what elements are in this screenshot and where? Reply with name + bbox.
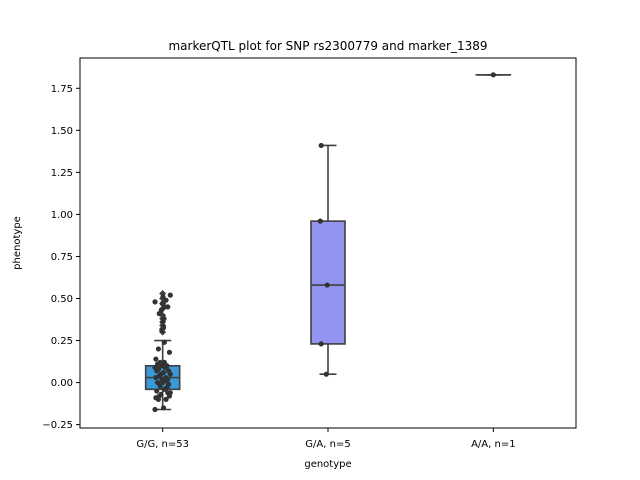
y-axis: −0.25 0.00 0.25 0.50 0.75 1.00 1.25 1.50 1.75 xyxy=(42,84,80,431)
y-tick-label: 1.00 xyxy=(51,210,73,221)
data-point xyxy=(161,339,167,345)
data-point xyxy=(154,379,161,386)
x-tick-label: G/A, n=5 xyxy=(305,439,350,450)
data-point xyxy=(166,381,172,387)
y-tick-label: 0.00 xyxy=(51,378,73,389)
box-group xyxy=(310,144,346,375)
data-point xyxy=(157,359,163,366)
data-point xyxy=(323,371,329,377)
x-axis-label: genotype xyxy=(304,459,351,470)
y-tick-label: 1.75 xyxy=(51,84,73,95)
data-point xyxy=(156,311,162,317)
x-tick-label: G/G, n=53 xyxy=(136,439,189,450)
data-point xyxy=(159,300,165,307)
y-tick-label: 1.25 xyxy=(51,168,73,179)
chart-title: markerQTL plot for SNP rs2300779 and mar… xyxy=(168,39,487,53)
data-point xyxy=(163,396,169,403)
data-point xyxy=(317,218,323,224)
box-body xyxy=(310,220,346,345)
data-point xyxy=(318,142,324,149)
data-point xyxy=(160,324,167,330)
y-tick-label: 0.75 xyxy=(51,252,73,263)
y-tick-label: 0.25 xyxy=(51,336,73,347)
data-point xyxy=(160,369,167,376)
data-point xyxy=(163,374,169,381)
data-point xyxy=(152,299,158,305)
data-point xyxy=(158,391,164,397)
data-point xyxy=(166,368,172,374)
data-point xyxy=(163,297,169,303)
data-point xyxy=(167,292,173,298)
data-points xyxy=(152,72,496,413)
y-tick-label: 0.50 xyxy=(51,294,73,305)
plot-frame xyxy=(79,57,577,429)
data-point xyxy=(161,316,167,322)
data-point xyxy=(153,356,159,362)
y-tick-label: 1.50 xyxy=(51,126,73,137)
data-point xyxy=(155,346,162,352)
data-point xyxy=(161,359,167,366)
data-point xyxy=(167,390,173,396)
x-axis: G/G, n=53 G/A, n=5 A/A, n=1 xyxy=(136,428,516,450)
data-point xyxy=(154,388,160,394)
data-point xyxy=(166,349,173,355)
data-point xyxy=(152,364,158,371)
data-point xyxy=(324,282,330,288)
data-point xyxy=(165,304,171,310)
data-point xyxy=(160,405,167,411)
data-point xyxy=(152,406,158,413)
data-point xyxy=(318,341,324,347)
data-point xyxy=(490,72,496,78)
y-axis-label: phenotype xyxy=(12,216,23,270)
data-point xyxy=(160,294,166,300)
y-tick-label: −0.25 xyxy=(42,420,73,431)
x-tick-label: A/A, n=1 xyxy=(471,439,516,450)
